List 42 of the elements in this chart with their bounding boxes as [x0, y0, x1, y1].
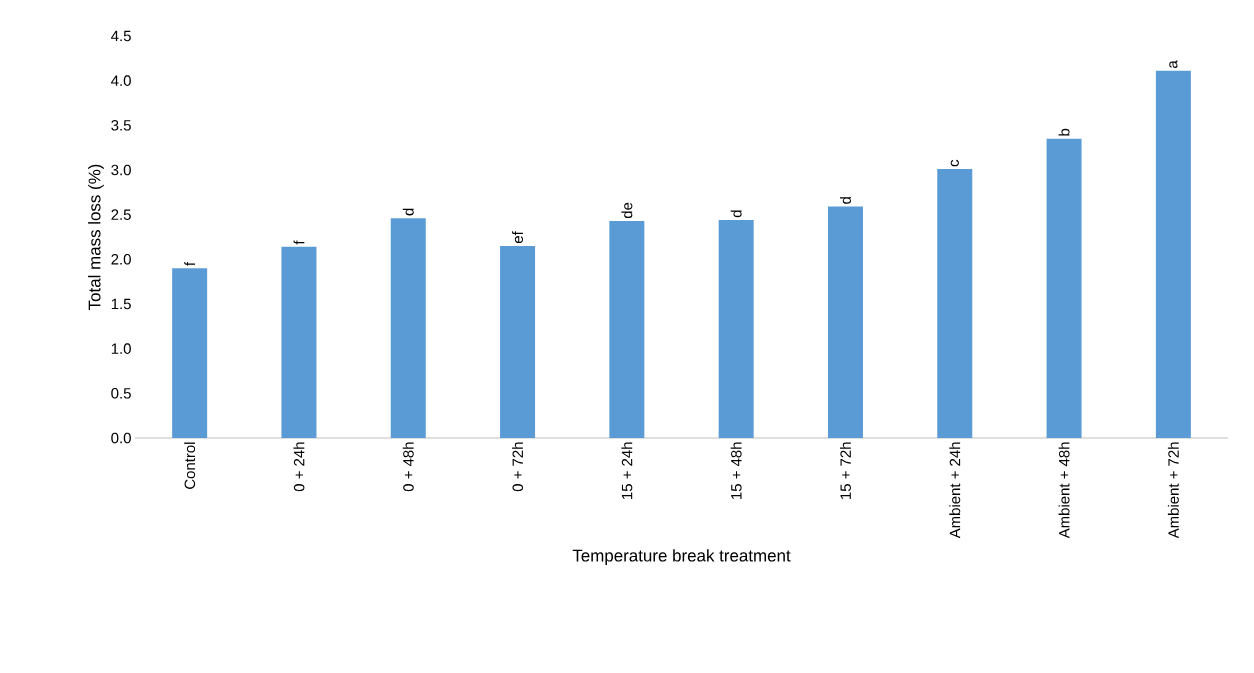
annotation: b	[1058, 128, 1070, 136]
y-tick-label: 3.0	[111, 164, 131, 176]
bar	[937, 169, 973, 438]
bar	[1046, 138, 1082, 438]
x-tick-label: 0 + 24h	[293, 442, 305, 492]
bar	[172, 268, 208, 438]
x-tick-label: 0 + 72h	[512, 442, 524, 492]
y-tick-label: 1.0	[111, 343, 131, 354]
bar	[500, 245, 536, 438]
y-tick-label: 4.5	[111, 30, 131, 42]
x-tick-label: 15 + 72h	[839, 442, 851, 499]
annotation: ef	[512, 231, 524, 244]
y-tick-label: 3.5	[111, 120, 131, 131]
bar	[718, 220, 754, 438]
x-tick-label: Control	[184, 442, 196, 489]
bar	[281, 246, 317, 438]
annotation: a	[1169, 60, 1178, 68]
x-tick-label: 0 + 48h	[402, 442, 414, 492]
bar	[609, 220, 645, 438]
y-axis-title: Total mass loss (%)	[88, 164, 104, 311]
annotation: f	[184, 261, 196, 266]
annotation: f	[293, 240, 305, 245]
x-tick-label: Ambient + 72h	[1167, 442, 1179, 539]
bar	[827, 206, 863, 438]
bar	[390, 218, 426, 438]
y-tick-label: 2.5	[111, 209, 131, 220]
y-tick-label: 0.0	[111, 432, 131, 444]
annotation: d	[402, 208, 414, 216]
x-tick-label: Ambient + 48h	[1058, 442, 1070, 539]
y-tick-label: 1.5	[111, 298, 131, 310]
annotation: d	[839, 197, 851, 204]
x-tick-label: Ambient + 24h	[949, 442, 961, 539]
x-tick-label: 15 + 48h	[730, 442, 742, 499]
annotation: de	[621, 202, 633, 219]
x-axis-title: Temperature break treatment	[572, 549, 791, 565]
y-tick-label: 0.5	[111, 388, 131, 399]
bar	[1155, 70, 1191, 438]
y-tick-label: 2.0	[111, 254, 131, 265]
y-tick-label: 4.0	[111, 75, 131, 86]
annotation: d	[730, 210, 742, 218]
x-tick-label: 15 + 24h	[621, 442, 633, 499]
annotation: c	[950, 159, 959, 167]
